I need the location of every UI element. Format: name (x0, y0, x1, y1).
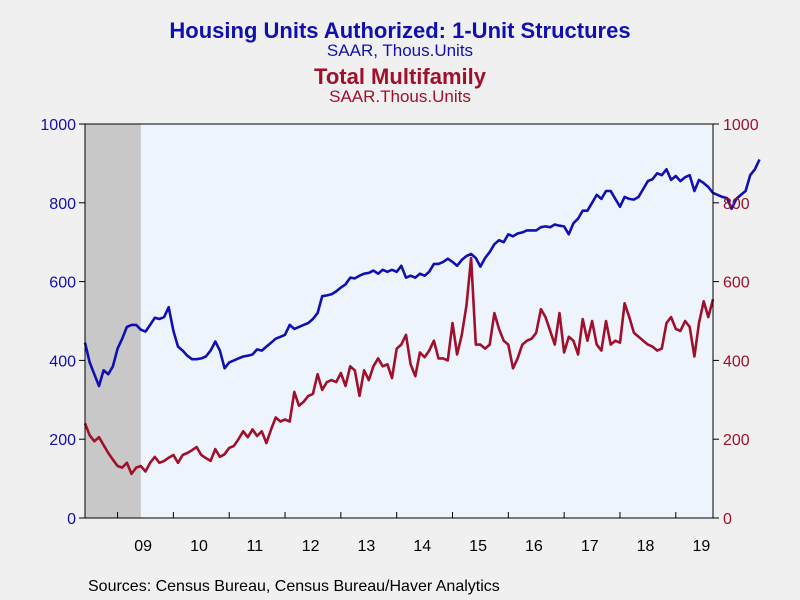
y-left-tick-label: 800 (49, 196, 76, 213)
chart-title-primary: Housing Units Authorized: 1-Unit Structu… (169, 18, 631, 43)
series-line-single-family (83, 158, 761, 388)
recession-shading (85, 124, 141, 518)
y-left-tick-label: 400 (49, 353, 76, 370)
x-tick-label: 18 (637, 538, 655, 555)
series-layer (83, 158, 761, 476)
y-right-tick-label: 800 (723, 196, 750, 213)
x-tick-label: 17 (581, 538, 599, 555)
axis-layer: 0 200 400 600 800 1000 0 200 400 600 800 1000 09 10 11… (40, 117, 758, 555)
chart-title-secondary: Total Multifamily (314, 64, 486, 89)
y-right-tick-label: 600 (723, 275, 750, 292)
x-tick-label: 15 (469, 538, 487, 555)
y-right-tick-label: 400 (723, 353, 750, 370)
x-tick-label: 19 (692, 538, 710, 555)
x-tick-label: 11 (246, 538, 263, 555)
x-tick-label: 16 (525, 538, 543, 555)
chart-subtitle-primary-units: SAAR, Thous.Units (326, 41, 474, 60)
x-tick-label: 10 (190, 538, 208, 555)
series-line-multifamily (83, 256, 715, 476)
y-left-tick-label: 0 (67, 511, 76, 528)
chart-subtitle-secondary-units: SAAR.Thous.Units (329, 87, 471, 106)
source-note: Sources: Census Bureau, Census Bureau/Ha… (88, 578, 500, 595)
y-right-tick-label: 1000 (723, 117, 759, 134)
y-left-tick-label: 1000 (40, 117, 76, 134)
x-tick-label: 13 (358, 538, 376, 555)
y-right-tick-label: 0 (723, 511, 732, 528)
plot-frame (84, 123, 714, 519)
x-tick-label: 12 (302, 538, 320, 555)
y-right-tick-label: 200 (723, 432, 750, 449)
x-tick-label: 09 (134, 538, 152, 555)
y-left-tick-label: 600 (49, 275, 76, 292)
y-left-tick-label: 200 (49, 432, 76, 449)
x-tick-label: 14 (413, 538, 431, 555)
